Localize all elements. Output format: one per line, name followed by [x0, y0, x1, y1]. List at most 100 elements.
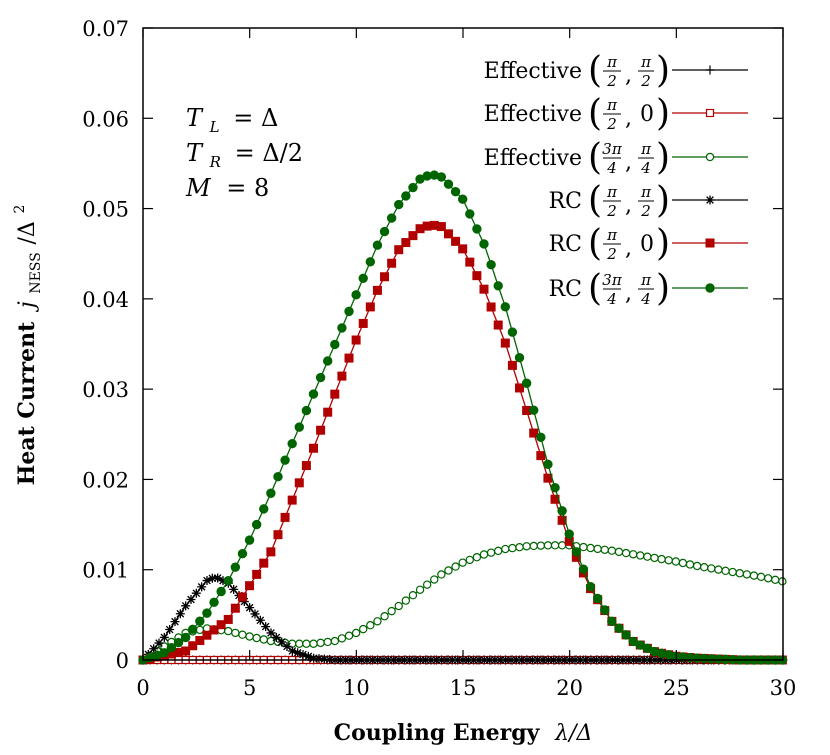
- data-point: [650, 553, 659, 563]
- legend-frac-num: π: [606, 183, 618, 201]
- data-point: [195, 635, 205, 645]
- data-point: [223, 575, 233, 586]
- legend-zero: 0: [640, 102, 654, 127]
- data-point: [149, 644, 159, 654]
- data-point: [294, 422, 304, 432]
- data-point: [323, 407, 333, 417]
- data-point: [657, 554, 666, 564]
- data-point: [614, 547, 624, 557]
- data-point: [250, 609, 260, 619]
- data-point: [579, 542, 588, 552]
- x-tick-label: 5: [243, 676, 256, 700]
- data-point: [472, 271, 482, 281]
- legend-frac-num: π: [640, 271, 652, 289]
- data-point: [443, 179, 454, 189]
- data-point: [522, 542, 531, 551]
- data-point: [330, 636, 340, 646]
- data-point: [507, 360, 517, 370]
- legend-marker: [705, 195, 715, 205]
- legend-comma: ,: [625, 150, 632, 175]
- data-point: [202, 630, 212, 640]
- data-point: [479, 550, 489, 559]
- legend-label: Effective: [484, 59, 582, 84]
- legend-paren-close: ): [656, 223, 670, 264]
- y-tick-label: 0.06: [82, 107, 129, 131]
- data-point: [372, 240, 383, 250]
- data-point: [592, 593, 603, 604]
- data-point: [366, 621, 375, 630]
- legend-comma: ,: [625, 281, 632, 306]
- data-point: [239, 597, 249, 607]
- data-point: [245, 632, 254, 641]
- legend-paren-close: ): [656, 93, 670, 134]
- legend-frac-den: 4: [606, 290, 617, 308]
- data-point: [387, 606, 396, 616]
- data-point: [457, 194, 468, 204]
- data-point: [337, 323, 347, 333]
- legend-entry: RC(3π4 ,π4): [549, 268, 748, 309]
- data-point: [301, 461, 311, 471]
- data-point: [251, 519, 262, 530]
- data-point: [344, 306, 354, 317]
- annotation-2-sym: T: [186, 139, 204, 167]
- data-point: [394, 245, 404, 255]
- x-tick-label: 10: [343, 676, 370, 700]
- data-point: [543, 459, 553, 470]
- x-tick-label: 25: [663, 676, 690, 700]
- legend-comma: ,: [625, 63, 632, 88]
- data-point: [728, 567, 737, 577]
- legend-frac-num: π: [606, 96, 618, 114]
- data-point: [159, 632, 169, 642]
- data-point: [218, 576, 228, 586]
- data-point: [586, 543, 595, 553]
- data-point: [379, 226, 390, 237]
- data-point: [408, 591, 418, 600]
- data-point: [245, 581, 255, 591]
- data-point: [216, 620, 226, 630]
- x-tick-label: 30: [770, 676, 797, 700]
- data-point: [261, 622, 271, 632]
- data-point: [600, 605, 610, 615]
- data-point: [229, 584, 239, 594]
- data-point: [664, 556, 673, 565]
- legend-entry: RC(π2, 0): [549, 223, 748, 264]
- data-point: [315, 372, 326, 383]
- data-point: [280, 455, 290, 465]
- data-point: [415, 585, 425, 594]
- data-point: [451, 236, 461, 246]
- data-point: [309, 639, 318, 648]
- data-point: [386, 213, 397, 223]
- data-point: [319, 654, 329, 664]
- data-point: [287, 646, 297, 656]
- annotation-1-rhs: = Δ: [233, 104, 278, 132]
- data-point: [294, 478, 304, 488]
- data-point: [486, 548, 496, 557]
- data-point: [571, 547, 582, 557]
- data-point: [337, 634, 347, 643]
- data-point: [330, 389, 340, 399]
- data-point: [323, 356, 333, 366]
- data-point: [181, 646, 191, 656]
- data-point: [458, 558, 467, 567]
- legend-frac-num: π: [606, 226, 618, 244]
- data-point: [529, 405, 539, 415]
- data-point: [244, 535, 255, 545]
- y-axis-label-rest: /Δ: [15, 221, 40, 244]
- data-point: [344, 631, 354, 640]
- data-point: [302, 639, 311, 648]
- data-point: [521, 378, 532, 388]
- data-point: [501, 544, 510, 554]
- data-point: [245, 603, 255, 613]
- data-point: [255, 615, 265, 625]
- data-point: [529, 428, 539, 438]
- data-point: [614, 623, 624, 633]
- data-point: [359, 624, 368, 634]
- data-point: [401, 238, 411, 248]
- data-point: [494, 546, 503, 556]
- legend-frac-den: 4: [640, 159, 651, 177]
- data-point: [600, 545, 609, 554]
- data-point: [493, 281, 503, 291]
- data-point: [678, 558, 688, 568]
- ticks-layer: 0 5 10 15 20 25 3000.010.020.030.040.050.060.0…: [82, 17, 796, 700]
- legend-paren-open: (: [588, 137, 602, 178]
